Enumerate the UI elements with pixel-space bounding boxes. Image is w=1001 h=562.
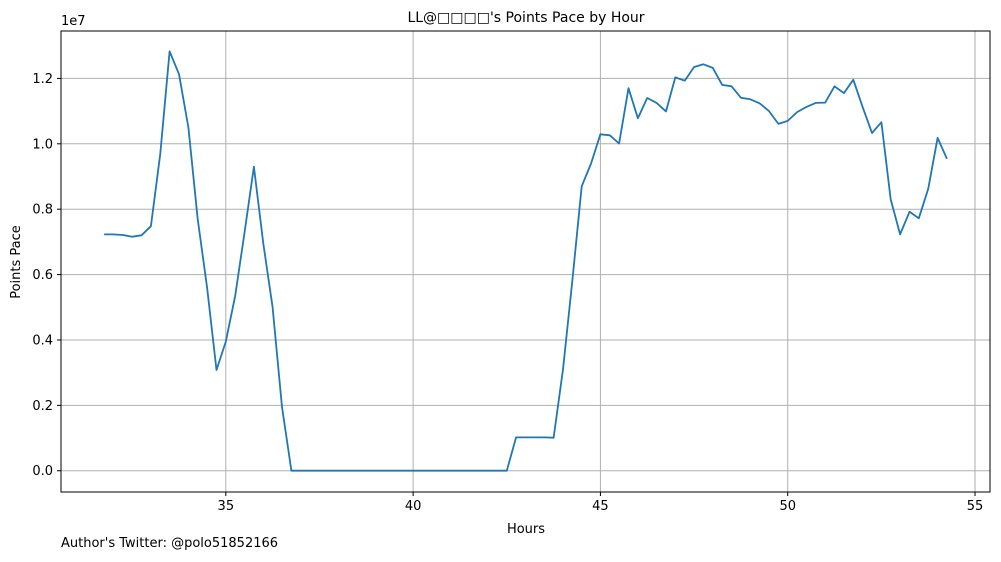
data-series [104, 50, 948, 472]
series-line [104, 50, 948, 472]
y-tick-label: 0.2 [32, 399, 53, 414]
x-tick-label: 35 [218, 499, 235, 514]
x-axis-label: Hours [507, 522, 545, 537]
y-axis-ticks: 0.0 0.2 0.4 0.6 0.8 1.0 1.2 [32, 72, 61, 479]
x-tick-label: 50 [779, 499, 796, 514]
y-tick-label: 0.4 [32, 333, 53, 348]
y-tick-label: 0.8 [32, 203, 53, 218]
y-tick-label: 0.6 [32, 268, 53, 283]
y-tick-label: 1.0 [32, 137, 53, 152]
x-tick-label: 55 [967, 499, 984, 514]
y-tick-label: 1.2 [32, 72, 53, 87]
x-axis-ticks: 35 40 45 50 55 [218, 492, 984, 514]
y-offset-label: 1e7 [61, 14, 86, 29]
author-credit: Author's Twitter: @polo51852166 [61, 536, 279, 551]
grid-lines [61, 31, 990, 492]
y-tick-label: 0.0 [32, 464, 53, 479]
x-tick-label: 40 [405, 499, 422, 514]
chart-title: LL@□□□□'s Points Pace by Hour [407, 10, 644, 26]
x-tick-label: 45 [592, 499, 609, 514]
y-axis-label: Points Pace [9, 225, 24, 299]
plot-frame [60, 30, 991, 493]
